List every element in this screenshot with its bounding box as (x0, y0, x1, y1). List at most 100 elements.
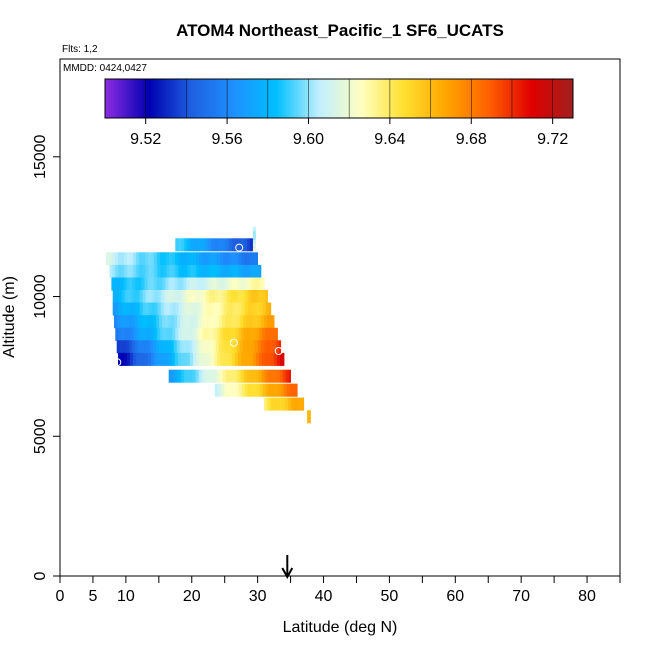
data-cell (232, 352, 236, 366)
data-cell (169, 264, 173, 278)
data-cell (151, 252, 155, 266)
data-cell (244, 302, 249, 316)
colorbar-cell (325, 79, 328, 118)
colorbar-cell (225, 79, 228, 118)
colorbar-cell (435, 79, 438, 118)
data-cell (121, 327, 125, 341)
data-cell (178, 290, 183, 303)
data-cell (205, 352, 209, 366)
colorbar-cell (455, 79, 458, 118)
data-cell (226, 302, 231, 316)
data-cell (226, 238, 230, 252)
colorbar-cell (291, 79, 294, 118)
colorbar-cell (385, 79, 388, 118)
data-cell (241, 327, 245, 341)
x-axis-label: Latitude (deg N) (283, 619, 398, 636)
data-cell (187, 252, 191, 266)
colorbar-cell (449, 79, 452, 118)
data-cell (220, 352, 224, 366)
colorbar-cell (561, 79, 564, 118)
data-cell (261, 369, 266, 383)
data-cell (160, 264, 164, 278)
data-cell (177, 277, 181, 291)
colorbar-cell (321, 79, 324, 118)
colorbar-cell (105, 79, 108, 118)
data-cell (261, 315, 265, 329)
data-cell (172, 290, 177, 303)
data-cell (150, 315, 154, 329)
data-cell (241, 290, 246, 303)
colorbar-cell (447, 79, 450, 118)
colorbar-cell (127, 79, 130, 118)
data-cell (259, 352, 263, 366)
data-cell (141, 277, 145, 291)
colorbar-cell (339, 79, 342, 118)
data-cell (247, 302, 252, 316)
colorbar-cell (371, 79, 374, 118)
data-cell (187, 302, 192, 316)
data-cell (199, 238, 203, 252)
data-cell (154, 302, 159, 316)
colorbar-cell (193, 79, 196, 118)
data-cell (119, 340, 124, 354)
data-cell (273, 369, 278, 383)
data-cell (238, 264, 242, 278)
data-cell (142, 252, 146, 266)
colorbar-cell (307, 79, 310, 118)
data-cell (250, 252, 254, 266)
data-cell (184, 290, 189, 303)
data-cell (202, 327, 206, 341)
colorbar-cell (479, 79, 482, 118)
data-cell (268, 327, 272, 341)
data-cell (229, 290, 234, 303)
data-cell (139, 352, 143, 366)
data-cell (228, 277, 232, 291)
colorbar-cell (155, 79, 158, 118)
data-cell (121, 252, 125, 266)
data-cell (211, 302, 216, 316)
data-band (106, 252, 258, 266)
colorbar-cell (415, 79, 418, 118)
data-cell (129, 277, 133, 291)
data-cell (150, 277, 154, 291)
colorbar-cell (543, 79, 546, 118)
data-band (112, 290, 268, 303)
data-cell (202, 302, 207, 316)
data-cell (172, 264, 176, 278)
data-cell (279, 397, 283, 411)
data-cell (198, 315, 202, 329)
colorbar-cell (407, 79, 410, 118)
data-cell (214, 264, 218, 278)
colorbar-cell (107, 79, 110, 118)
data-cell (229, 327, 233, 341)
data-cell (251, 340, 256, 354)
data-cell (217, 327, 221, 341)
data-cell (272, 340, 277, 354)
data-cell (136, 264, 140, 278)
colorbar-cell (481, 79, 484, 118)
data-cell (153, 315, 157, 329)
data-cell (207, 277, 211, 291)
colorbar-cell (547, 79, 550, 118)
data-cell (217, 264, 221, 278)
data-cell (241, 238, 245, 252)
colorbar-cell (135, 79, 138, 118)
colorbar-cell (211, 79, 214, 118)
data-cell (121, 352, 125, 366)
data-cell (174, 369, 179, 383)
data-cell (163, 252, 167, 266)
data-cell (164, 340, 169, 354)
data-cell (247, 352, 251, 366)
data-cell (228, 315, 232, 329)
data-cell (115, 302, 120, 316)
colorbar-cell (231, 79, 234, 118)
data-cell (142, 264, 146, 278)
colorbar-cell (373, 79, 376, 118)
colorbar-cell (287, 79, 290, 118)
data-cell (241, 264, 245, 278)
data-cell (172, 302, 177, 316)
data-cell (115, 252, 119, 266)
data-cell (171, 315, 175, 329)
colorbar-cell (441, 79, 444, 118)
colorbar-cell (427, 79, 430, 118)
